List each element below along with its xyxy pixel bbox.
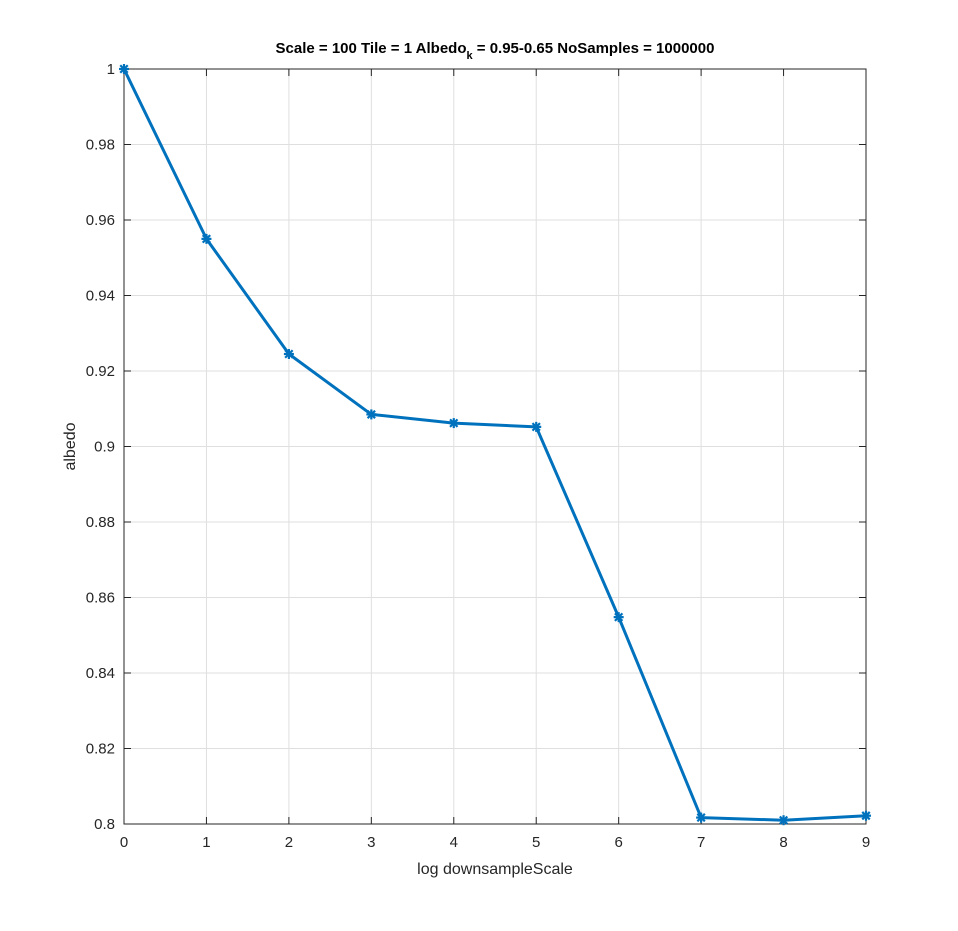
x-tick-label: 7	[697, 834, 705, 851]
y-tick-label: 0.9	[94, 439, 115, 456]
series-line	[122, 68, 867, 822]
chart-title-subscript: k	[466, 50, 473, 62]
data-point	[201, 233, 212, 244]
y-tick-label: 0.96	[86, 212, 115, 229]
x-tick-label: 6	[614, 834, 622, 851]
y-tick-label: 0.82	[86, 741, 115, 758]
y-tick-label: 0.88	[86, 514, 115, 531]
data-point	[283, 349, 294, 360]
x-tick-label: 1	[202, 834, 210, 851]
y-tick-label: 0.84	[86, 665, 115, 682]
y-tick-label: 0.8	[94, 816, 115, 833]
series-layer	[119, 64, 871, 826]
data-point	[448, 418, 459, 429]
data-point	[366, 409, 377, 420]
x-tick-label: 3	[367, 834, 375, 851]
data-point	[531, 421, 542, 432]
data-point	[861, 810, 871, 821]
data-point	[778, 815, 789, 826]
x-tick-label: 8	[779, 834, 787, 851]
chart-title-rest: = 0.95-0.65 NoSamples = 1000000	[473, 40, 715, 57]
y-tick-label: 0.86	[86, 590, 115, 607]
chart-title-main: Scale = 100 Tile = 1 Albedo	[276, 40, 467, 57]
y-tick-label: 0.92	[86, 363, 115, 380]
x-tick-label: 4	[450, 834, 458, 851]
axis-ticks: 0 1 2 3 4 5 6 7 8 9 0.8 0.82 0.84 0.86 0.88 0.9 0.92 0.94…	[86, 61, 870, 851]
x-axis-label: log downsampleScale	[417, 861, 573, 878]
x-tick-label: 0	[120, 834, 128, 851]
y-tick-label: 1	[107, 61, 115, 78]
x-tick-label: 2	[285, 834, 293, 851]
chart-title: Scale = 100 Tile = 1 Albedok = 0.95-0.65…	[276, 40, 715, 62]
data-point	[696, 812, 707, 823]
data-point	[119, 64, 129, 74]
y-axis-label: albedo	[62, 422, 79, 470]
y-tick-label: 0.94	[86, 288, 115, 305]
y-tick-label: 0.98	[86, 137, 115, 154]
x-tick-label: 9	[862, 834, 870, 851]
x-tick-label: 5	[532, 834, 540, 851]
grid	[123, 68, 867, 825]
data-point	[613, 612, 624, 623]
